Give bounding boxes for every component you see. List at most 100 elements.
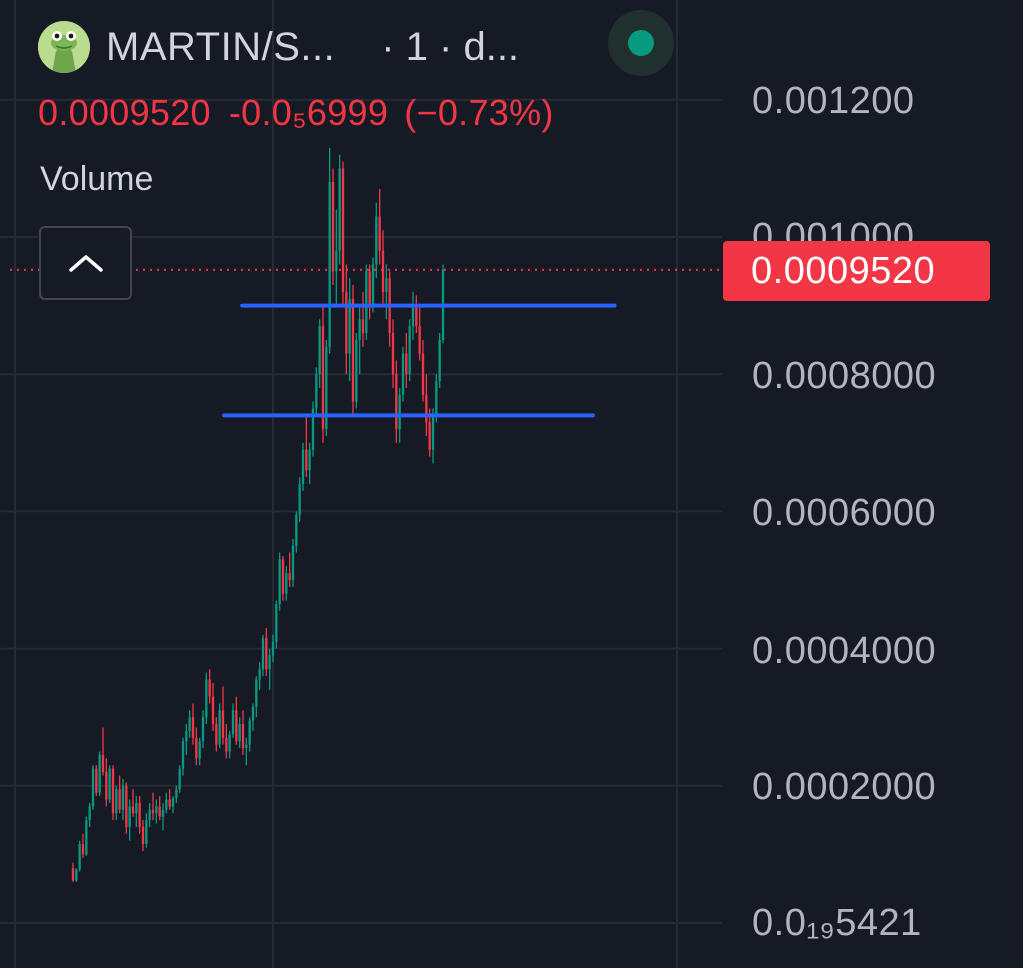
candle-body bbox=[155, 806, 158, 814]
candle-body bbox=[435, 381, 438, 416]
candle-body bbox=[248, 720, 251, 745]
candle-body bbox=[208, 679, 211, 697]
candle-body bbox=[158, 806, 161, 817]
candle-body bbox=[81, 844, 85, 855]
candle-body bbox=[211, 696, 215, 725]
candle-body bbox=[221, 710, 225, 738]
candle-body bbox=[368, 271, 371, 306]
candle-body bbox=[168, 799, 171, 807]
candle-body bbox=[88, 806, 91, 821]
candle-body bbox=[251, 706, 255, 721]
status-dot-icon bbox=[628, 30, 654, 56]
candle-body bbox=[161, 809, 165, 817]
candle-body bbox=[321, 326, 325, 430]
candle-body bbox=[421, 353, 425, 395]
candle-body bbox=[278, 559, 281, 605]
candle-body bbox=[381, 250, 385, 292]
candle-body bbox=[328, 182, 331, 347]
candle-body bbox=[295, 514, 298, 546]
candle-body bbox=[171, 798, 175, 807]
candle-body bbox=[145, 820, 148, 845]
chevron-up-icon bbox=[68, 255, 103, 272]
candle-body bbox=[358, 319, 361, 340]
price-info: 0.0009520 -0.0₅6999 (−0.73%) bbox=[38, 92, 572, 134]
candle-body bbox=[418, 326, 421, 354]
candle-body bbox=[101, 754, 105, 773]
candle-body bbox=[238, 724, 241, 742]
candle-body bbox=[428, 422, 431, 450]
candle-body bbox=[128, 806, 131, 827]
candle-body bbox=[311, 408, 315, 450]
price-axis-tick: 0.001200 bbox=[752, 80, 915, 122]
candle-body bbox=[178, 768, 181, 790]
candle-body bbox=[401, 353, 405, 395]
candle-body bbox=[125, 785, 128, 827]
candle-body bbox=[218, 710, 221, 745]
last-price-badge[interactable]: 0.0009520 bbox=[723, 241, 990, 301]
drawn-horizontal-lines bbox=[222, 303, 617, 418]
candle-body bbox=[75, 869, 78, 881]
price-axis-tick: 0.0004000 bbox=[752, 630, 937, 672]
candle-body bbox=[391, 333, 395, 375]
candle-body bbox=[411, 305, 415, 327]
price-change-percent: (−0.73%) bbox=[404, 92, 554, 133]
candle-body bbox=[318, 326, 321, 375]
candle-body bbox=[241, 724, 245, 749]
candle-body bbox=[108, 768, 111, 800]
candle-body bbox=[271, 641, 275, 656]
candle-body bbox=[135, 802, 138, 814]
price-axis-tick: 0.0006000 bbox=[752, 492, 937, 534]
candle-body bbox=[71, 868, 75, 881]
price-change: -0.0₅6999 bbox=[228, 92, 389, 133]
candle-body bbox=[268, 655, 271, 670]
candle-body bbox=[315, 374, 318, 409]
candle-body bbox=[408, 326, 411, 375]
candle-body bbox=[185, 730, 188, 742]
candle-body bbox=[85, 820, 88, 855]
candle-body bbox=[121, 785, 125, 810]
chart-grid bbox=[0, 98, 722, 924]
candle-body bbox=[175, 789, 178, 799]
candle-body bbox=[258, 669, 261, 680]
price-axis-tick: 0.0008000 bbox=[752, 355, 937, 397]
candle-body bbox=[415, 305, 418, 327]
interval-label[interactable]: · 1 · d... bbox=[381, 24, 520, 69]
collapse-indicators-button[interactable] bbox=[39, 226, 132, 300]
candle-body bbox=[165, 799, 168, 810]
candle-body bbox=[281, 559, 285, 594]
candle-body bbox=[405, 353, 408, 375]
symbol-title[interactable]: MARTIN/S... bbox=[106, 24, 336, 69]
candle-body bbox=[148, 809, 151, 821]
price-axis-tick: 0.0002000 bbox=[752, 766, 937, 808]
candle-body bbox=[115, 789, 118, 814]
market-status-indicator[interactable] bbox=[608, 10, 674, 76]
candle-body bbox=[341, 168, 345, 292]
candle-body bbox=[348, 298, 351, 354]
candle-body bbox=[201, 717, 205, 742]
candle-body bbox=[131, 806, 135, 814]
candle-body bbox=[231, 710, 235, 735]
chart-header[interactable]: MARTIN/S... · 1 · d... bbox=[38, 21, 520, 73]
candle-body bbox=[95, 768, 98, 793]
candle-body bbox=[308, 449, 311, 471]
candle-body bbox=[335, 250, 338, 272]
candle-body bbox=[378, 216, 381, 251]
candle-body bbox=[91, 768, 95, 807]
candle-body bbox=[198, 741, 201, 759]
candle-body bbox=[361, 319, 365, 334]
candle-body bbox=[265, 638, 268, 670]
candle-body bbox=[431, 415, 435, 450]
candle-body bbox=[338, 168, 341, 251]
candle-body bbox=[235, 710, 238, 742]
candle-body bbox=[385, 278, 388, 292]
candle-body bbox=[288, 573, 291, 580]
last-price: 0.0009520 bbox=[38, 92, 211, 133]
candle-body bbox=[228, 734, 231, 752]
volume-label[interactable]: Volume bbox=[40, 160, 154, 198]
candle-body bbox=[355, 339, 358, 402]
candle-body bbox=[365, 271, 368, 334]
candle-body bbox=[225, 737, 228, 752]
candle-body bbox=[398, 394, 401, 430]
candle-body bbox=[275, 604, 278, 642]
